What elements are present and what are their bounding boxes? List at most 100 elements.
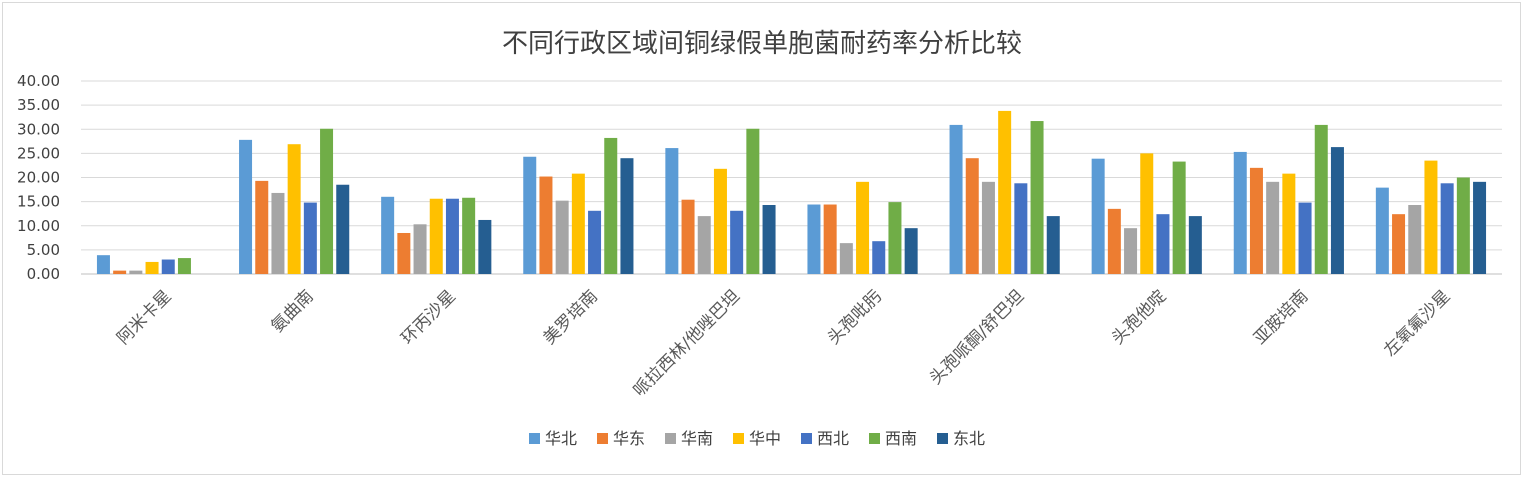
bar xyxy=(161,259,175,274)
bar xyxy=(823,204,837,274)
bar xyxy=(478,219,492,274)
legend-label: 西北 xyxy=(817,429,849,448)
y-tick-label: 35.00 xyxy=(17,96,60,114)
x-category-label: 哌拉西林/他唑巴坦 xyxy=(630,286,744,400)
legend-label: 西南 xyxy=(885,429,917,448)
bar xyxy=(807,204,821,274)
legend-label: 华中 xyxy=(749,429,781,448)
y-tick-label: 15.00 xyxy=(17,193,60,211)
bar xyxy=(303,202,317,274)
bar xyxy=(413,224,427,274)
bar xyxy=(904,228,918,274)
bar xyxy=(888,202,902,274)
bar xyxy=(539,176,553,274)
bar xyxy=(1233,151,1247,274)
legend-swatch xyxy=(597,433,608,444)
bar xyxy=(462,197,476,274)
legend-label: 东北 xyxy=(953,429,985,448)
bar xyxy=(397,232,411,274)
bar xyxy=(1030,121,1044,274)
chart-title: 不同行政区域间铜绿假单胞菌耐药率分析比较 xyxy=(502,29,1022,59)
bar xyxy=(730,210,744,274)
legend: 华北 华东 华南 华中 西北 西南 东北 xyxy=(529,429,985,448)
y-tick-label: 30.00 xyxy=(17,120,60,138)
bar xyxy=(239,139,253,274)
bar xyxy=(981,181,995,274)
bar xyxy=(320,128,334,274)
bar xyxy=(1046,216,1060,274)
bar xyxy=(762,205,776,274)
bar xyxy=(1456,177,1470,274)
bar xyxy=(381,196,395,274)
bar xyxy=(177,258,191,274)
bar xyxy=(96,255,110,274)
bar xyxy=(1375,187,1389,274)
bar xyxy=(746,128,760,274)
y-tick-label: 5.00 xyxy=(27,241,60,259)
x-category-label: 阿米卡星 xyxy=(113,286,175,348)
bar xyxy=(1249,167,1263,274)
bar xyxy=(1266,181,1280,274)
bar xyxy=(1014,183,1028,274)
y-tick-label: 40.00 xyxy=(17,72,60,90)
legend-swatch xyxy=(665,433,676,444)
x-category-label: 左氧氟沙星 xyxy=(1380,286,1454,360)
bar xyxy=(1282,173,1296,274)
bar xyxy=(1124,228,1138,274)
x-category-label: 环丙沙星 xyxy=(398,286,460,348)
bars xyxy=(96,110,1487,274)
bar xyxy=(681,199,695,274)
bar xyxy=(1107,208,1121,274)
x-category-label: 亚胺培南 xyxy=(1250,286,1312,348)
legend-swatch xyxy=(801,433,812,444)
x-category-label: 头孢他啶 xyxy=(1108,286,1170,348)
bar xyxy=(1392,214,1406,274)
bar xyxy=(697,216,711,274)
bar xyxy=(998,110,1012,274)
bar xyxy=(1473,181,1487,274)
y-tick-label: 25.00 xyxy=(17,144,60,162)
bar xyxy=(145,261,159,274)
x-category-label: 头孢哌酮/舒巴坦 xyxy=(926,286,1028,388)
bar xyxy=(1330,147,1344,274)
x-category-label: 美罗培南 xyxy=(540,286,602,348)
legend-swatch xyxy=(529,433,540,444)
bar xyxy=(872,241,886,274)
bar xyxy=(1298,202,1312,274)
gridlines xyxy=(81,80,1502,275)
bar xyxy=(839,243,853,274)
bar xyxy=(1188,216,1202,274)
x-category-label: 头孢吡肟 xyxy=(824,286,886,348)
y-tick-label: 20.00 xyxy=(17,169,60,187)
bar xyxy=(1156,214,1170,274)
bar xyxy=(555,200,569,274)
bar xyxy=(1140,153,1154,274)
bar xyxy=(1424,160,1438,274)
bar xyxy=(129,270,143,274)
y-tick-label: 10.00 xyxy=(17,217,60,235)
bar xyxy=(620,158,634,274)
bar xyxy=(1172,161,1186,274)
bar xyxy=(1091,158,1105,274)
y-tick-label: 0.00 xyxy=(27,265,60,283)
bar xyxy=(287,144,301,274)
bar xyxy=(113,270,127,274)
y-axis-ticks: 0.00 5.00 10.00 15.00 20.00 25.00 30.00 35.00 40… xyxy=(17,72,60,283)
legend-label: 华北 xyxy=(545,429,577,448)
bar xyxy=(1440,183,1454,274)
bar xyxy=(429,198,443,274)
bar xyxy=(255,180,269,274)
bar xyxy=(965,158,979,274)
bar xyxy=(949,124,963,274)
bar xyxy=(665,148,679,274)
legend-label: 华东 xyxy=(613,429,645,448)
x-axis-categories: 阿米卡星 氨曲南 环丙沙星 美罗培南 哌拉西林/他唑巴坦 头孢吡肟 头孢哌酮/舒巴坦 头孢他啶… xyxy=(113,286,1454,400)
x-category-label: 氨曲南 xyxy=(267,286,317,336)
bar xyxy=(1314,124,1328,274)
legend-swatch xyxy=(733,433,744,444)
bar xyxy=(604,137,618,274)
bar xyxy=(336,184,350,274)
bar xyxy=(713,168,727,274)
legend-swatch xyxy=(937,433,948,444)
